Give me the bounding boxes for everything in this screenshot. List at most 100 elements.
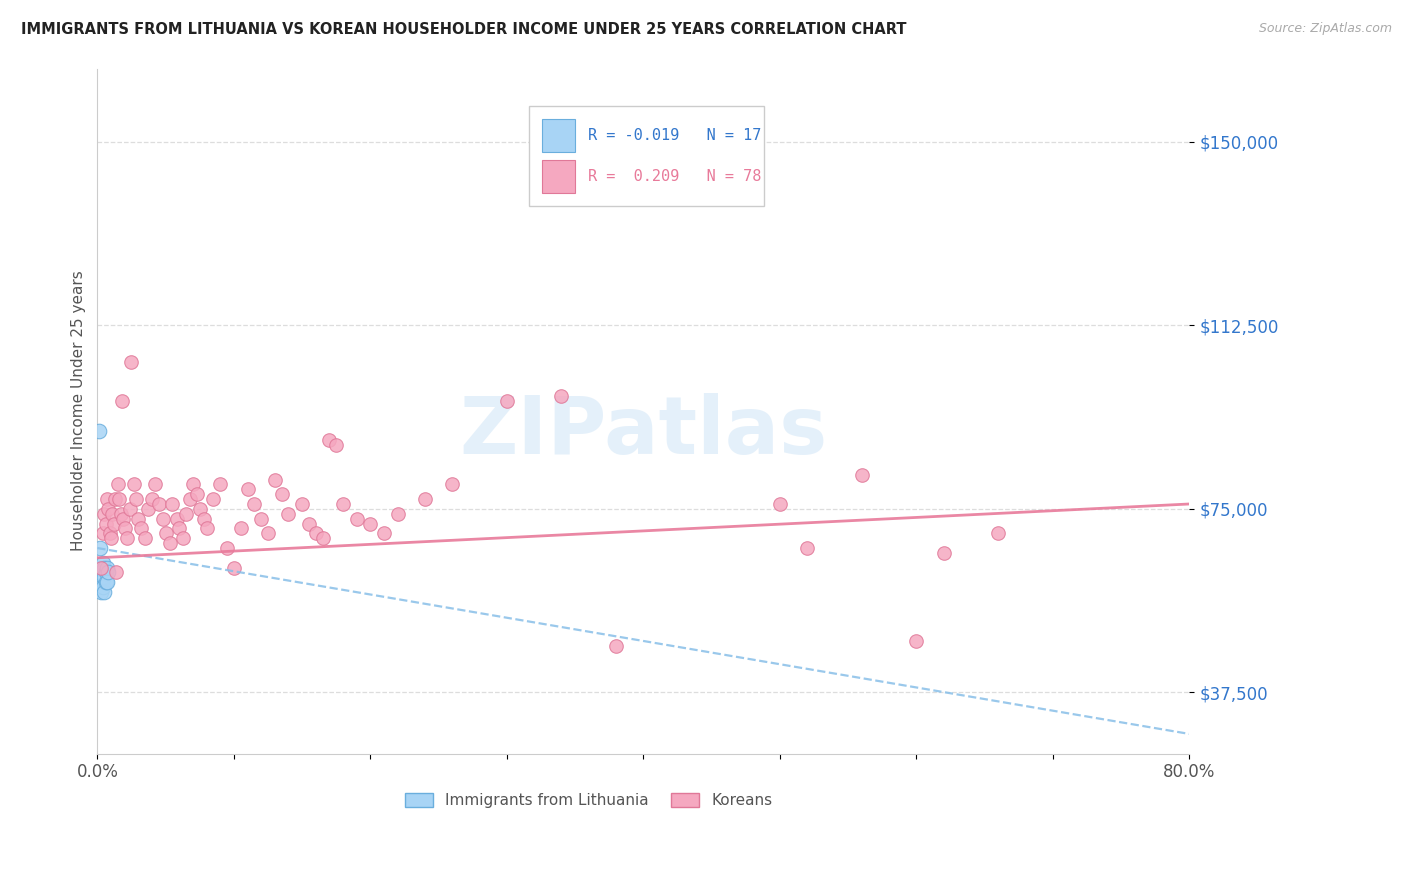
Point — [90, 566, 112, 580]
Point — [181, 477, 204, 491]
Point — [236, 483, 259, 497]
Point — [243, 497, 266, 511]
Point — [159, 536, 181, 550]
Point — [89, 541, 111, 555]
Point — [250, 511, 273, 525]
Point — [90, 560, 112, 574]
FancyBboxPatch shape — [541, 120, 575, 153]
Point — [91, 556, 114, 570]
Point — [209, 477, 232, 491]
Legend: Immigrants from Lithuania, Koreans: Immigrants from Lithuania, Koreans — [399, 787, 779, 814]
Point — [152, 511, 174, 525]
Point — [89, 560, 111, 574]
Point — [91, 580, 114, 594]
Point — [127, 511, 149, 525]
Point — [905, 634, 928, 648]
Point — [346, 511, 368, 525]
Point — [332, 497, 354, 511]
FancyBboxPatch shape — [541, 161, 575, 194]
Point — [104, 492, 127, 507]
Point — [93, 507, 115, 521]
Point — [111, 394, 134, 409]
Point — [117, 531, 139, 545]
Point — [298, 516, 321, 531]
Point — [122, 477, 145, 491]
Point — [413, 492, 436, 507]
Point — [96, 575, 118, 590]
Point — [851, 467, 873, 482]
Point — [129, 521, 152, 535]
Point — [387, 507, 409, 521]
Point — [94, 575, 117, 590]
Point — [155, 526, 177, 541]
Point — [148, 497, 170, 511]
Point — [96, 560, 118, 574]
Point — [162, 497, 184, 511]
Point — [277, 507, 299, 521]
Point — [769, 497, 792, 511]
Point — [215, 541, 238, 555]
Point — [172, 531, 194, 545]
Point — [136, 501, 159, 516]
Y-axis label: Householder Income Under 25 years: Householder Income Under 25 years — [72, 270, 86, 551]
Point — [193, 511, 215, 525]
Point — [202, 492, 225, 507]
Point — [124, 492, 146, 507]
Point — [188, 501, 211, 516]
Point — [103, 516, 125, 531]
Point — [87, 424, 110, 438]
Point — [263, 473, 285, 487]
Point — [114, 521, 136, 535]
Point — [90, 575, 112, 590]
Point — [96, 492, 118, 507]
Point — [97, 566, 120, 580]
Point — [93, 570, 115, 584]
Point — [93, 585, 115, 599]
Point — [112, 511, 135, 525]
Point — [93, 560, 115, 574]
Text: IMMIGRANTS FROM LITHUANIA VS KOREAN HOUSEHOLDER INCOME UNDER 25 YEARS CORRELATIO: IMMIGRANTS FROM LITHUANIA VS KOREAN HOUS… — [21, 22, 907, 37]
Point — [121, 355, 143, 369]
Point — [291, 497, 314, 511]
Point — [94, 566, 117, 580]
Point — [186, 487, 208, 501]
Point — [100, 531, 122, 545]
Point — [174, 507, 197, 521]
Point — [305, 526, 328, 541]
FancyBboxPatch shape — [529, 106, 763, 205]
Point — [97, 501, 120, 516]
Point — [932, 546, 955, 560]
Point — [325, 438, 347, 452]
Point — [101, 507, 124, 521]
Point — [110, 507, 132, 521]
Point — [229, 521, 252, 535]
Point — [222, 560, 245, 574]
Point — [496, 394, 519, 409]
Point — [108, 492, 131, 507]
Point — [311, 531, 333, 545]
Text: R = -0.019   N = 17: R = -0.019 N = 17 — [588, 128, 761, 143]
Point — [107, 477, 129, 491]
Point — [91, 570, 114, 584]
Point — [441, 477, 464, 491]
Point — [257, 526, 280, 541]
Point — [318, 434, 340, 448]
Point — [134, 531, 156, 545]
Point — [550, 389, 572, 403]
Point — [90, 585, 112, 599]
Point — [91, 526, 114, 541]
Point — [796, 541, 818, 555]
Point — [98, 526, 121, 541]
Text: Source: ZipAtlas.com: Source: ZipAtlas.com — [1258, 22, 1392, 36]
Point — [120, 501, 142, 516]
Point — [373, 526, 395, 541]
Point — [105, 566, 128, 580]
Point — [987, 526, 1010, 541]
Point — [179, 492, 201, 507]
Point — [167, 521, 190, 535]
Point — [359, 516, 381, 531]
Text: R =  0.209   N = 78: R = 0.209 N = 78 — [588, 169, 761, 185]
Point — [195, 521, 218, 535]
Point — [166, 511, 188, 525]
Point — [141, 492, 163, 507]
